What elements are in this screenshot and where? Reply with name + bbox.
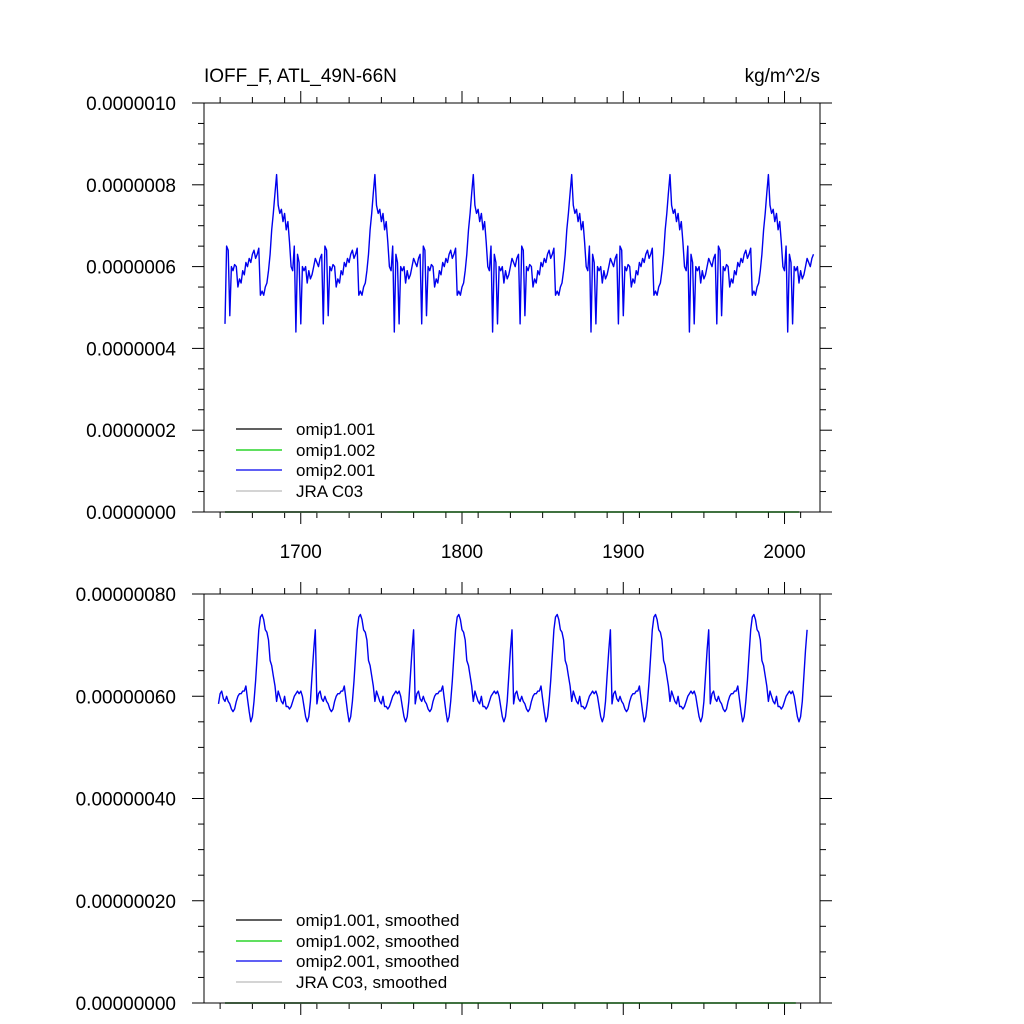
y-tick-label: 0.0000000 xyxy=(86,503,176,524)
y-tick-label: 0.00000060 xyxy=(76,687,176,708)
x-tick-label: 1800 xyxy=(441,542,483,563)
y-tick-label: 0.00000020 xyxy=(76,892,176,913)
series-omip2-001 xyxy=(224,173,815,333)
x-tick-label: 1700 xyxy=(280,542,322,563)
y-tick-label: 0.00000040 xyxy=(76,790,176,811)
legend-label-omip2-001-smoothed: omip2.001, smoothed xyxy=(296,952,460,971)
panel-top-legend: omip1.001 omip1.002 omip2.001 JRA C03 xyxy=(236,420,375,501)
legend-label-jra-c03: JRA C03 xyxy=(296,482,363,501)
panel-top-title: IOFF_F, ATL_49N-66N xyxy=(204,66,397,87)
y-tick-label: 0.0000010 xyxy=(86,94,176,115)
series-omip2-001-smoothed xyxy=(217,613,808,723)
panel-top-x-axis: 1700 1800 1900 2000 xyxy=(219,91,806,563)
legend-label-omip1-002: omip1.002 xyxy=(296,441,375,460)
legend-label-omip1-002-smoothed: omip1.002, smoothed xyxy=(296,932,460,951)
legend-label-jra-c03-smoothed: JRA C03, smoothed xyxy=(296,973,447,992)
panel-bottom-plot-frame xyxy=(203,593,821,1004)
y-tick-label: 0.00000080 xyxy=(76,585,176,606)
y-tick-label: 0.0000002 xyxy=(86,421,176,442)
panel-bottom-x-axis xyxy=(219,582,802,1015)
y-tick-label: 0.0000004 xyxy=(86,339,176,360)
x-tick-label: 2000 xyxy=(763,542,805,563)
panel-top-y-axis: 0.0000000 0.0000002 0.0000004 0.0000006 0.00… xyxy=(86,94,832,524)
y-tick-label: 0.00000000 xyxy=(76,994,176,1015)
panel-top-plot-frame xyxy=(203,102,821,513)
panel-bottom-legend: omip1.001, smoothed omip1.002, smoothed … xyxy=(236,911,460,992)
panel-bottom: 0.00000000 0.00000020 0.00000040 0.00000060… xyxy=(76,582,832,1015)
legend-label-omip2-001: omip2.001 xyxy=(296,461,375,480)
legend-label-omip1-001: omip1.001 xyxy=(296,420,375,439)
panel-top: IOFF_F, ATL_49N-66N kg/m^2/s 0.00000000.… xyxy=(86,66,832,563)
legend-label-omip1-001-smoothed: omip1.001, smoothed xyxy=(296,911,460,930)
y-tick-label: 0.0000006 xyxy=(86,258,176,279)
panel-top-units: kg/m^2/s xyxy=(745,66,820,87)
panel-bottom-y-axis: 0.00000000 0.00000020 0.00000040 0.00000060… xyxy=(76,585,832,1015)
x-tick-label: 1900 xyxy=(602,542,644,563)
y-tick-label: 0.0000008 xyxy=(86,176,176,197)
